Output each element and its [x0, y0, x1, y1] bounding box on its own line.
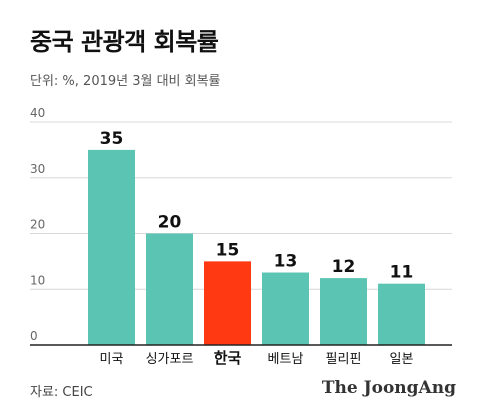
x-category-label: 베트남: [268, 352, 304, 367]
x-category-label: 한국: [214, 349, 242, 367]
bar: [378, 283, 425, 345]
x-category-label: 싱가포르: [146, 352, 194, 367]
bar: [262, 272, 309, 345]
data-label: 15: [216, 240, 240, 260]
bar: [320, 278, 367, 345]
y-tick-label: 40: [30, 106, 45, 120]
data-label: 13: [274, 252, 298, 272]
y-tick-label: 30: [30, 162, 45, 176]
publisher-logo: The JoongAng: [321, 378, 456, 398]
bar: [146, 233, 193, 345]
data-label: 20: [158, 213, 182, 233]
data-label: 11: [390, 263, 414, 283]
y-tick-label: 0: [30, 329, 38, 343]
source-note: 자료: CEIC: [30, 385, 93, 400]
y-tick-label: 10: [30, 273, 45, 287]
bar: [88, 149, 135, 345]
chart-title: 중국 관광객 회복률: [30, 28, 219, 56]
x-category-label: 필리핀: [326, 352, 362, 367]
data-label: 12: [332, 257, 356, 277]
chart-subtitle: 단위: %, 2019년 3월 대비 회복률: [30, 74, 221, 89]
y-tick-label: 20: [30, 218, 45, 232]
x-category-label: 미국: [100, 352, 124, 367]
x-category-label: 일본: [390, 352, 414, 367]
data-label: 35: [100, 129, 124, 149]
bar: [204, 261, 251, 345]
